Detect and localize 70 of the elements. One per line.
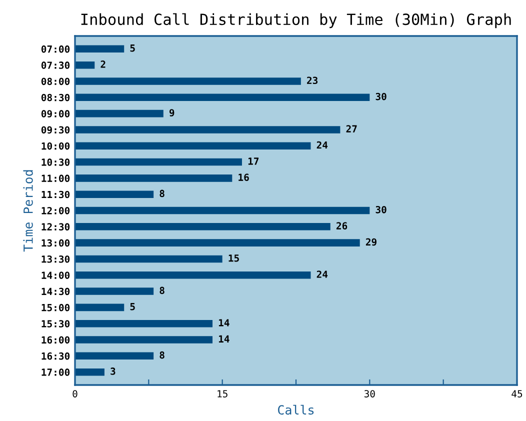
bar [75,158,242,166]
data-label: 8 [160,190,164,198]
y-tick-label: 09:30 [41,126,70,134]
y-tick-label: 08:30 [41,94,70,102]
x-tick-label: 30 [364,390,375,398]
data-label: 30 [376,206,386,214]
data-label: 27 [346,125,357,132]
y-tick-label: 11:00 [42,174,70,182]
bar [75,78,301,85]
data-label: 8 [160,351,164,359]
y-tick-label: 16:30 [42,352,70,360]
bar [75,110,164,118]
y-tick-label: 14:30 [42,288,70,296]
y-tick-label: 15:30 [42,320,70,328]
bar [75,174,232,182]
data-label: 29 [366,238,376,246]
data-label: 14 [218,319,230,326]
y-tick-label: 10:00 [42,142,70,150]
bar [75,239,360,246]
x-axis-title: Calls [278,404,314,415]
y-tick-label: 17:00 [42,368,70,376]
data-label: 9 [169,109,174,116]
bar [75,190,154,198]
y-tick-label: 15:00 [42,304,70,312]
data-label: 30 [376,92,386,100]
data-label: 3 [110,368,116,375]
data-label: 5 [130,44,135,52]
y-tick-label: 11:30 [42,190,70,198]
bar [75,126,340,134]
y-tick-label: 13:30 [42,255,70,263]
y-tick-label: 07:00 [41,45,70,53]
data-label: 17 [248,158,259,165]
chart-title: Inbound Call Distribution by Time (30Min) Graph [81,13,511,28]
bar [75,368,104,376]
data-label: 8 [160,286,164,294]
y-tick-label: 14:00 [42,272,70,279]
bar [75,61,95,69]
bar [75,45,124,53]
bar [75,142,311,150]
bar [75,206,370,214]
y-tick-label: 12:00 [42,206,70,214]
data-label: 15 [228,254,239,262]
x-tick-label: 0 [72,390,78,398]
bar [75,336,213,344]
bar [75,304,124,312]
y-tick-label: 10:30 [42,158,70,166]
bar [75,271,311,279]
y-tick-label: 08:00 [41,78,70,86]
x-tick-label: 15 [218,390,228,398]
data-label: 16 [238,174,249,182]
data-label: 24 [316,141,328,149]
data-label: 5 [130,303,135,310]
y-tick-label: 09:00 [41,110,70,118]
bar [75,94,370,102]
y-axis-title: Time Period [23,170,33,252]
y-tick-label: 07:30 [41,62,70,69]
data-label: 23 [307,76,318,84]
bar [75,352,154,360]
bar [75,223,330,230]
data-label: 14 [218,335,230,342]
data-label: 24 [316,270,328,278]
y-tick-label: 12:30 [42,223,70,230]
y-tick-label: 16:00 [42,336,70,344]
x-tick-label: 45 [512,390,522,398]
data-label: 2 [100,60,106,68]
data-label: 26 [336,222,348,230]
y-tick-label: 13:00 [42,239,70,247]
bar [75,255,222,263]
bar [75,320,213,328]
bar [75,288,154,295]
